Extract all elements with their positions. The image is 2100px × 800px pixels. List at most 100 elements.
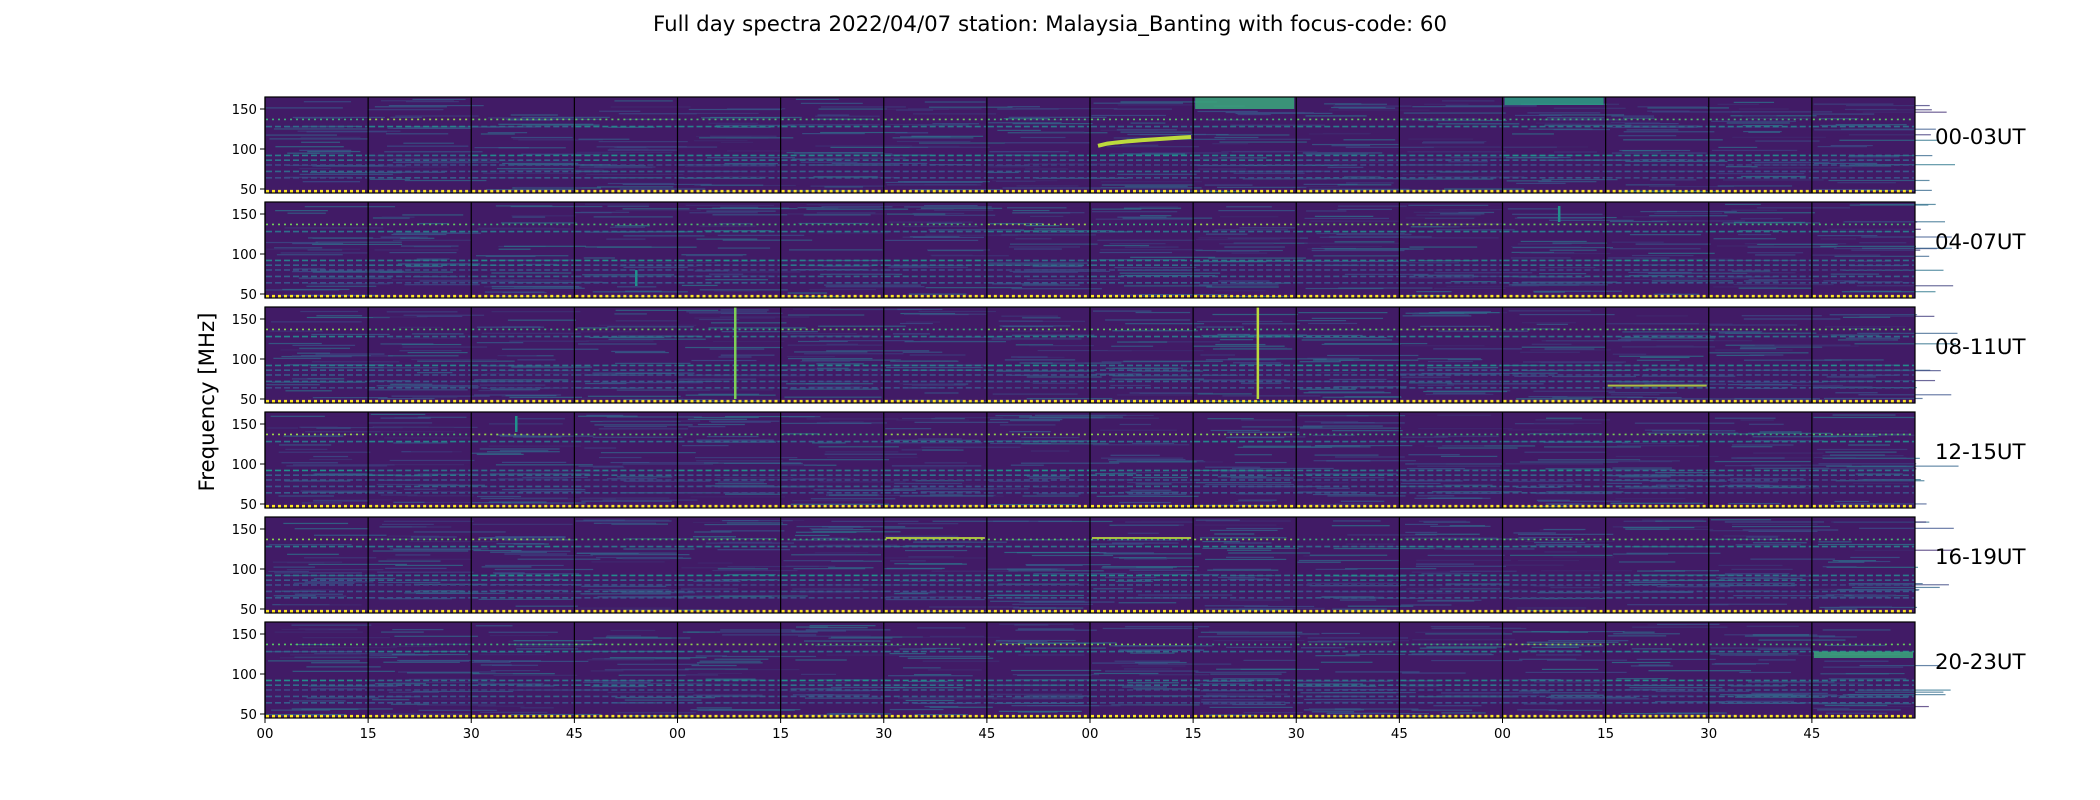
noise-streak: [1205, 359, 1277, 361]
noise-streak: [311, 361, 400, 363]
noise-streak: [598, 140, 688, 143]
spectrogram-panel: [1295, 412, 1416, 508]
noise-streak: [494, 573, 580, 575]
noise-streak: [1623, 117, 1655, 119]
noise-streak: [597, 186, 674, 188]
noise-streak: [490, 259, 577, 261]
noise-streak: [1234, 454, 1272, 456]
noise-streak: [1550, 694, 1604, 696]
noise-streak: [472, 673, 555, 675]
noise-streak: [1607, 635, 1667, 637]
noise-streak: [309, 172, 402, 174]
noise-streak: [819, 544, 898, 546]
noise-streak: [1746, 536, 1779, 538]
noise-streak: [1450, 570, 1517, 572]
noise-streak: [1643, 590, 1690, 593]
noise-streak: [622, 462, 719, 464]
noise-streak: [1742, 124, 1783, 127]
noise-streak: [1529, 491, 1564, 494]
noise-streak: [587, 659, 655, 661]
row-label: 00-03UT: [1935, 125, 2026, 150]
noise-streak: [725, 415, 815, 418]
noise-streak: [299, 426, 338, 428]
noise-streak: [988, 166, 1041, 168]
noise-streak: [417, 501, 480, 504]
noise-streak: [1620, 189, 1672, 191]
noise-streak: [1521, 679, 1553, 681]
noise-streak: [265, 107, 343, 109]
noise-streak: [391, 653, 468, 656]
noise-streak: [708, 327, 807, 329]
noise-streak: [1337, 688, 1399, 691]
noise-streak: [1022, 495, 1079, 497]
spectrogram-panel: [1708, 517, 1839, 613]
noise-streak: [301, 708, 359, 710]
noise-streak: [810, 185, 886, 187]
noise-streak: [1726, 166, 1758, 168]
noise-streak: [512, 138, 576, 140]
noise-streak: [1828, 682, 1870, 684]
spectrogram-panel: [1605, 412, 1739, 508]
noise-streak: [817, 381, 853, 383]
noise-streak: [1024, 168, 1069, 170]
noise-streak: [1724, 212, 1815, 214]
noise-streak: [787, 292, 828, 294]
noise-streak: [1848, 134, 1931, 136]
y-tick-label: 100: [232, 563, 257, 578]
noise-streak: [1825, 594, 1877, 596]
noise-streak: [1008, 116, 1107, 118]
noise-streak: [1531, 630, 1625, 633]
noise-streak: [1219, 401, 1313, 403]
noise-streak: [1337, 184, 1392, 186]
noise-streak: [1020, 136, 1066, 139]
noise-streak: [1410, 487, 1507, 489]
noise-streak: [924, 205, 978, 207]
noise-streak: [1518, 658, 1577, 660]
noise-streak: [1216, 668, 1296, 670]
noise-streak: [484, 278, 559, 281]
noise-streak: [787, 344, 883, 346]
noise-streak: [990, 600, 1085, 602]
noise-streak: [1431, 627, 1527, 630]
noise-streak: [1845, 672, 1905, 675]
noise-streak: [1842, 269, 1944, 271]
noise-streak: [678, 378, 757, 380]
noise-streak: [1034, 414, 1127, 416]
noise-streak: [1839, 605, 1893, 608]
noise-streak: [1621, 442, 1679, 445]
y-axis-label: Frequency [MHz]: [195, 313, 220, 492]
noise-streak: [1308, 322, 1358, 325]
noise-streak: [1519, 690, 1551, 692]
noise-streak: [1423, 140, 1487, 143]
noise-streak: [787, 368, 883, 370]
noise-streak: [1321, 245, 1383, 248]
noise-streak: [1205, 693, 1288, 695]
noise-streak: [705, 678, 756, 680]
noise-streak: [519, 592, 602, 595]
noise-streak: [1307, 637, 1409, 639]
noise-streak: [490, 551, 547, 553]
noise-streak: [1417, 468, 1500, 470]
noise-streak: [1214, 533, 1255, 535]
noise-streak: [381, 216, 415, 218]
noise-streak: [699, 137, 794, 139]
noise-streak: [588, 588, 669, 591]
noise-streak: [386, 311, 458, 313]
noise-streak: [491, 285, 580, 288]
noise-streak: [379, 526, 427, 528]
noise-streak: [1138, 663, 1232, 665]
noise-streak: [1647, 107, 1729, 109]
noise-streak: [725, 669, 800, 671]
noise-streak: [1623, 139, 1723, 141]
noise-streak: [292, 464, 395, 466]
noise-streak: [412, 397, 458, 399]
noise-streak: [1312, 359, 1354, 361]
noise-streak: [280, 349, 331, 351]
noise-streak: [298, 628, 358, 630]
noise-streak: [279, 657, 381, 659]
noise-streak: [1521, 346, 1606, 348]
noise-streak: [1611, 152, 1707, 154]
spectrogram-panel: [1605, 622, 1751, 718]
noise-streak: [913, 702, 977, 704]
noise-streak: [1199, 284, 1279, 286]
